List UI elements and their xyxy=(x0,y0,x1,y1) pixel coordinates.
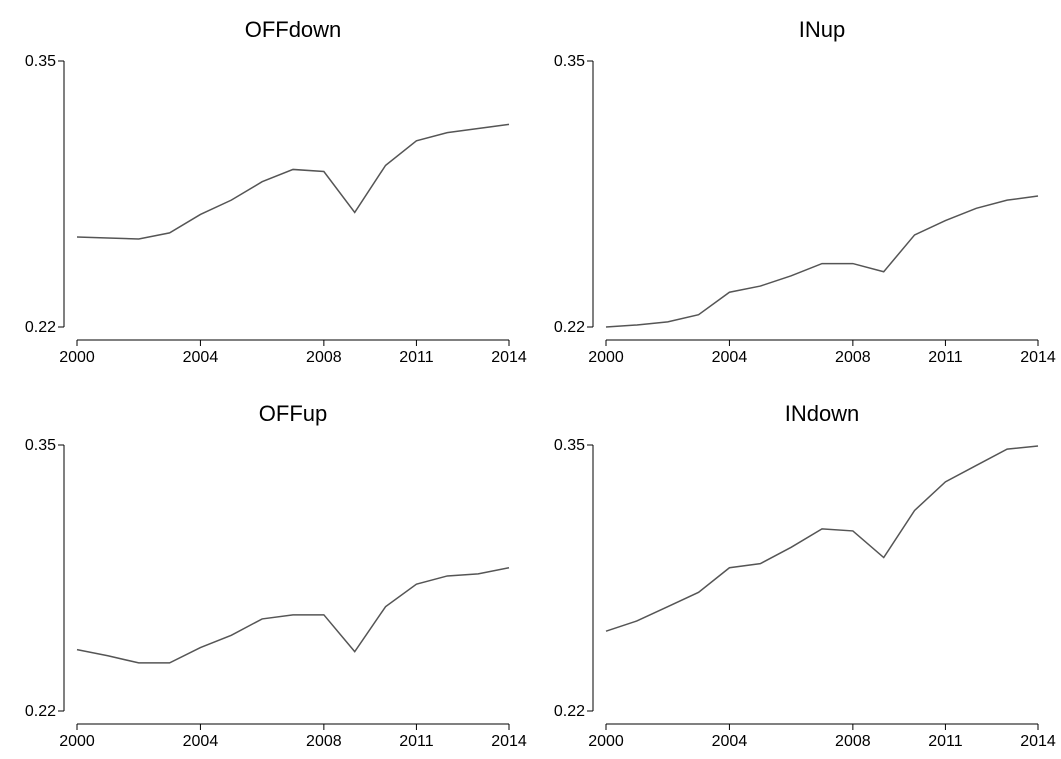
line xyxy=(605,445,1039,632)
line xyxy=(76,123,510,240)
x-tick-label: 2004 xyxy=(712,349,748,366)
line xyxy=(605,195,1039,328)
x-tick-label: 2004 xyxy=(712,733,748,750)
x-tick-label: 2000 xyxy=(59,349,95,366)
panel-title: INup xyxy=(799,17,845,42)
x-tick-label: 2011 xyxy=(928,733,963,750)
y-tick-label: 0.22 xyxy=(25,703,56,720)
x-tick-label: 2000 xyxy=(588,733,624,750)
y-tick-label: 0.35 xyxy=(25,437,56,454)
x-tick-label: 2008 xyxy=(835,349,871,366)
x-tick-label: 2014 xyxy=(491,733,527,750)
x-tick-label: 2008 xyxy=(306,349,342,366)
x-tick-label: 2008 xyxy=(306,733,342,750)
y-tick-label: 0.22 xyxy=(554,703,585,720)
x-tick-label: 2004 xyxy=(183,733,219,750)
x-tick-label: 2008 xyxy=(835,733,871,750)
x-tick-label: 2000 xyxy=(588,349,624,366)
panel-title: OFFup xyxy=(259,401,327,426)
x-tick-label: 2000 xyxy=(59,733,95,750)
y-tick-label: 0.22 xyxy=(25,319,56,336)
y-tick-label: 0.22 xyxy=(554,319,585,336)
x-tick-label: 2011 xyxy=(928,349,963,366)
y-tick-label: 0.35 xyxy=(554,437,585,454)
x-tick-label: 2004 xyxy=(183,349,219,366)
x-tick-label: 2014 xyxy=(1020,349,1056,366)
y-tick-label: 0.35 xyxy=(25,53,56,70)
panel-title: OFFdown xyxy=(245,17,342,42)
x-tick-label: 2014 xyxy=(1020,733,1056,750)
line xyxy=(76,567,510,664)
panel-title: INdown xyxy=(785,401,860,426)
y-tick-label: 0.35 xyxy=(554,53,585,70)
x-tick-label: 2011 xyxy=(399,733,434,750)
x-tick-label: 2011 xyxy=(399,349,434,366)
x-tick-label: 2014 xyxy=(491,349,527,366)
